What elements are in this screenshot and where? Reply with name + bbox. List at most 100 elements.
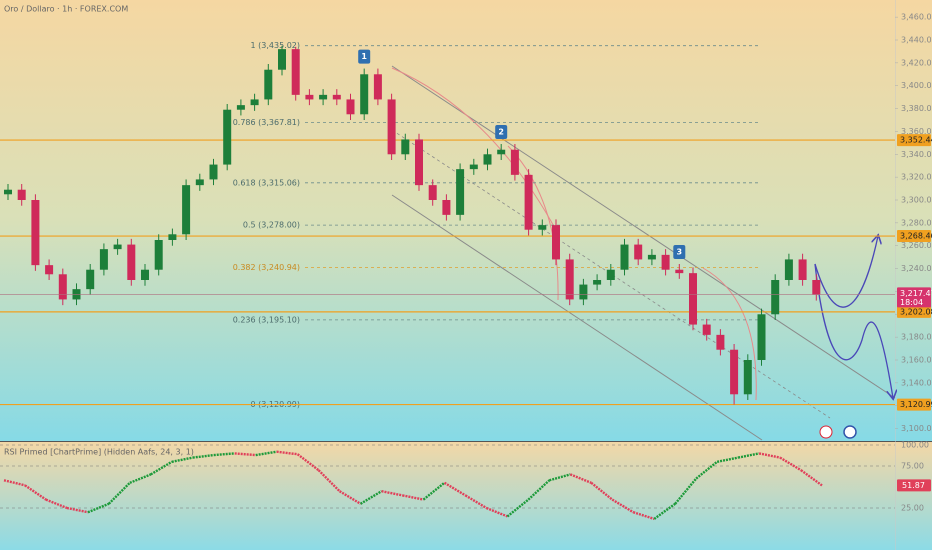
candle-body [4, 189, 12, 195]
candle-body [264, 69, 273, 100]
candle-body [195, 179, 204, 186]
indicator-segment [129, 473, 152, 484]
candle-body [798, 259, 807, 280]
candle-body [730, 349, 739, 395]
candle-body [17, 189, 26, 200]
projection-up [814, 236, 878, 308]
chart-title: Oro / Dollaro · 1h · FOREX.COM [4, 5, 128, 14]
wave-label: 3 [677, 248, 683, 257]
indicator-segment [716, 456, 739, 463]
candle-body [552, 225, 560, 260]
candle-body [401, 139, 410, 155]
wave-box [673, 245, 686, 259]
wave-box [358, 49, 371, 64]
candle-body [689, 273, 697, 325]
fib-label: 0.786 (3,367.81) [233, 118, 300, 127]
candle-body [278, 49, 286, 70]
indicator-segment [443, 481, 467, 497]
wave-box [495, 125, 508, 139]
candle-body [319, 94, 328, 100]
level-tag-label: 3,120.99 [900, 400, 932, 409]
candle-body [86, 269, 95, 290]
candle-body [442, 200, 451, 215]
candle-body [593, 280, 602, 285]
candle-body [223, 109, 232, 165]
candle-body [99, 249, 108, 270]
candle-body [415, 139, 423, 186]
indicator-segment [359, 490, 383, 505]
y-tick-label: 3,400.00 [901, 81, 932, 90]
candle-body [743, 360, 752, 395]
candle-body [141, 269, 149, 280]
channel-upper [391, 65, 896, 399]
indicator-segment [402, 494, 424, 501]
countdown-label: 18:04 [900, 298, 923, 307]
candle-body [579, 284, 588, 300]
indicator-segment [338, 490, 362, 505]
candle-body [58, 274, 67, 300]
arc-2 [507, 145, 559, 301]
indicator-segment [695, 460, 718, 480]
y-tick-label: 3,140.00 [901, 378, 932, 387]
last-price-tag [897, 287, 931, 308]
indicator-segment [171, 456, 194, 463]
candles [4, 45, 821, 405]
candle-body [250, 99, 259, 106]
indicator-value-label: 51.87 [902, 481, 925, 490]
candle-body [716, 334, 725, 350]
y-tick-label: 3,460.00 [901, 13, 932, 22]
candle-body [360, 74, 369, 115]
candle-body [236, 105, 245, 110]
indicator-segment [549, 473, 571, 482]
candle-body [45, 265, 54, 275]
indicator-title: RSI Primed [ChartPrime] (Hidden Aafs, 24… [4, 448, 194, 457]
indicator-segment [569, 473, 592, 484]
y-tick-label: 3,280.00 [901, 218, 932, 227]
indicator-segment [653, 502, 676, 520]
y-tick-label: 3,440.00 [901, 36, 932, 45]
indicator-tick-label: 75.00 [901, 462, 924, 471]
y-tick-label: 3,100.00 [901, 424, 932, 433]
fib-label: 1 (3,435.02) [251, 41, 301, 50]
indicator-segment [45, 498, 68, 510]
y-tick-label: 3,160.00 [901, 356, 932, 365]
icons [819, 425, 857, 439]
indicator-segment [255, 450, 277, 457]
candle-body [524, 174, 533, 230]
indicator-tick-label: 25.00 [901, 504, 924, 513]
level-tag-label: 3,202.08 [900, 307, 932, 316]
y-tick-label: 3,180.00 [901, 333, 932, 342]
indicator-segment [485, 506, 508, 518]
candle-body [538, 225, 547, 230]
candle-body [31, 200, 40, 266]
indicator-segment [108, 481, 131, 505]
projection-down [814, 263, 893, 398]
level-tag [897, 398, 931, 411]
indicator-segment [506, 498, 530, 518]
indicator-segment [527, 479, 551, 501]
y-tick-label: 3,260.00 [901, 241, 932, 250]
last-price-label: 3,217.47 [900, 289, 932, 298]
indicator-segment [66, 506, 89, 514]
candle-body [428, 185, 437, 200]
indicator-segment [800, 469, 823, 487]
indicator-segment [464, 494, 488, 510]
indicator-segment [381, 490, 403, 497]
fib-label: 0.618 (3,315.06) [233, 178, 300, 187]
indicator-segment [422, 481, 446, 501]
level-tag [897, 305, 931, 318]
indicator-segment [779, 456, 802, 472]
indicator-tick-label: 100.00 [901, 441, 929, 450]
wave-label: 1 [361, 52, 367, 61]
candle-body [456, 169, 465, 215]
indicator-segment [234, 452, 256, 457]
flag-icon[interactable] [843, 425, 857, 439]
candle-body [469, 164, 478, 170]
indicator-segment [87, 502, 110, 514]
candle-body [209, 164, 218, 180]
candle-body [483, 154, 492, 165]
event-icon[interactable] [819, 425, 833, 439]
arc-1 [391, 67, 557, 231]
indicator-segment [590, 481, 614, 501]
